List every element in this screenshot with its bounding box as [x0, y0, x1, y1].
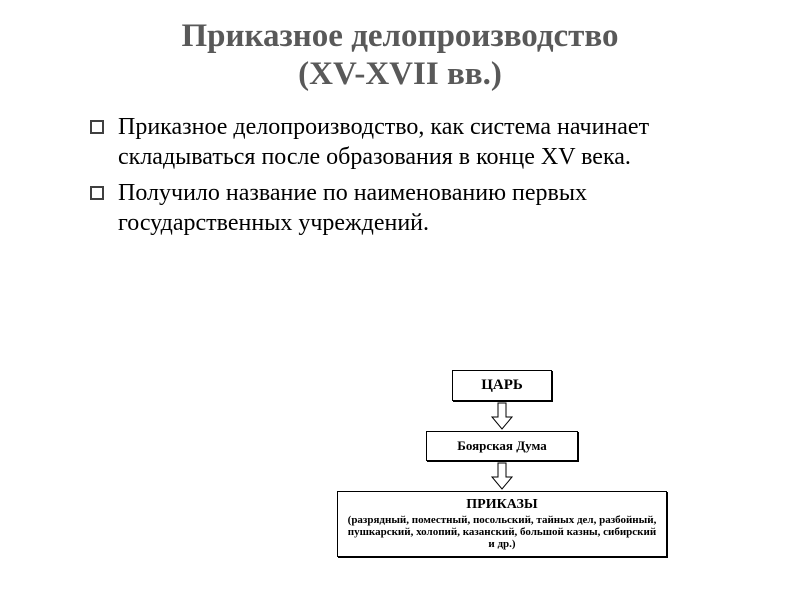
title-line-1: Приказное делопроизводство — [0, 18, 800, 56]
bullet-text: Приказное делопроизводство, как система … — [118, 112, 740, 172]
title-line-2: (XV-XVII вв.) — [0, 56, 800, 94]
diagram-node: ЦАРЬ — [452, 370, 552, 401]
diagram-node-label: ПРИКАЗЫ — [346, 497, 658, 513]
arrow-down-icon — [332, 401, 672, 431]
diagram-node-label: Боярская Дума — [435, 438, 569, 454]
bullet-square-icon — [90, 186, 104, 200]
arrow-down-icon — [332, 461, 672, 491]
diagram-node: Боярская Дума — [426, 431, 578, 461]
list-item: Приказное делопроизводство, как система … — [90, 112, 740, 172]
list-item: Получило название по наименованию первых… — [90, 178, 740, 238]
diagram-node-sublabel: (разрядный, поместный, посольский, тайны… — [346, 514, 658, 550]
bullet-text: Получило название по наименованию первых… — [118, 178, 740, 238]
bullet-list: Приказное делопроизводство, как система … — [0, 94, 800, 238]
diagram-node: ПРИКАЗЫ(разрядный, поместный, посольский… — [337, 491, 667, 557]
hierarchy-diagram: ЦАРЬ Боярская Дума ПРИКАЗЫ(разрядный, поме… — [332, 370, 672, 557]
bullet-square-icon — [90, 120, 104, 134]
slide-title: Приказное делопроизводство (XV-XVII вв.) — [0, 0, 800, 94]
diagram-node-label: ЦАРЬ — [461, 377, 543, 394]
